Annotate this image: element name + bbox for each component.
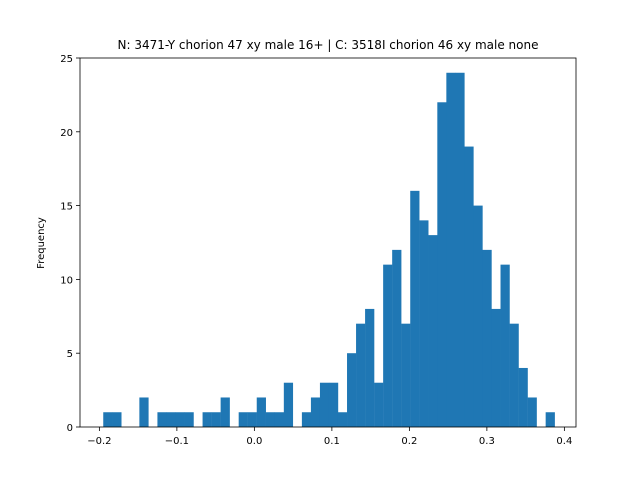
histogram-bar <box>157 412 167 427</box>
histogram-bar <box>545 412 555 427</box>
histogram-bar <box>211 412 221 427</box>
histogram-bar <box>518 367 528 427</box>
histogram-bar <box>347 353 357 427</box>
histogram-bar <box>112 412 122 427</box>
histogram-bar <box>509 323 519 427</box>
histogram-bar <box>464 146 474 427</box>
x-tick-label: 0.0 <box>246 436 262 447</box>
histogram-bar <box>419 220 429 427</box>
histogram-bar <box>139 397 149 427</box>
y-tick-label: 10 <box>60 275 73 286</box>
x-tick-label: 0.4 <box>556 436 572 447</box>
histogram-bar <box>428 235 438 427</box>
histogram-bar <box>184 412 194 427</box>
histogram-bar <box>274 412 285 427</box>
histogram-bar <box>392 249 402 427</box>
histogram-bar <box>202 412 212 427</box>
x-tick-label: −0.1 <box>165 436 189 447</box>
histogram-bar <box>256 397 266 427</box>
x-tick-label: 0.2 <box>401 436 417 447</box>
histogram-bar <box>328 382 339 427</box>
y-tick-label: 25 <box>60 54 73 65</box>
x-tick-label: 0.3 <box>479 436 495 447</box>
chart-title: N: 3471-Y chorion 47 xy male 16+ | C: 35… <box>118 38 539 52</box>
histogram-bar <box>365 308 375 427</box>
y-tick-label: 0 <box>67 423 73 434</box>
plot-frame <box>79 57 577 428</box>
histogram-bar <box>238 412 248 427</box>
histogram-bar <box>247 412 257 427</box>
histogram-bar <box>175 412 185 427</box>
histogram-bar <box>337 412 348 427</box>
histogram-bar <box>319 382 330 427</box>
histogram-bar <box>473 205 483 427</box>
histogram-bar <box>166 412 176 427</box>
x-tick-label: −0.2 <box>87 436 111 447</box>
histogram-bar <box>455 72 465 427</box>
histogram-bar <box>310 397 321 427</box>
histogram-bar <box>491 308 501 427</box>
y-tick-label: 15 <box>60 202 73 213</box>
x-axis-ticks: −0.2 −0.1 0.0 0.1 0.2 0.3 0.4 <box>87 427 572 447</box>
x-tick-label: 0.1 <box>324 436 340 447</box>
histogram-bar <box>220 397 230 427</box>
histogram-bar <box>374 382 384 427</box>
histogram-bar <box>383 264 393 427</box>
histogram-bar <box>265 412 275 427</box>
y-axis-ticks: 0 5 10 15 20 25 <box>60 54 80 434</box>
histogram-bar <box>401 323 411 427</box>
histogram-bar <box>446 72 456 427</box>
histogram-bar <box>283 382 294 427</box>
histogram-bar <box>527 397 537 427</box>
y-tick-label: 5 <box>67 349 73 360</box>
histogram-bars <box>103 72 555 427</box>
histogram-bar <box>356 323 366 427</box>
y-axis-label: Frequency <box>36 217 47 269</box>
histogram-bar <box>437 102 447 427</box>
histogram-bar <box>410 190 420 427</box>
histogram-bar <box>500 264 510 427</box>
histogram-bar <box>482 249 492 427</box>
y-tick-label: 20 <box>60 128 73 139</box>
histogram-bar <box>103 412 113 427</box>
histogram-bar <box>301 412 312 427</box>
